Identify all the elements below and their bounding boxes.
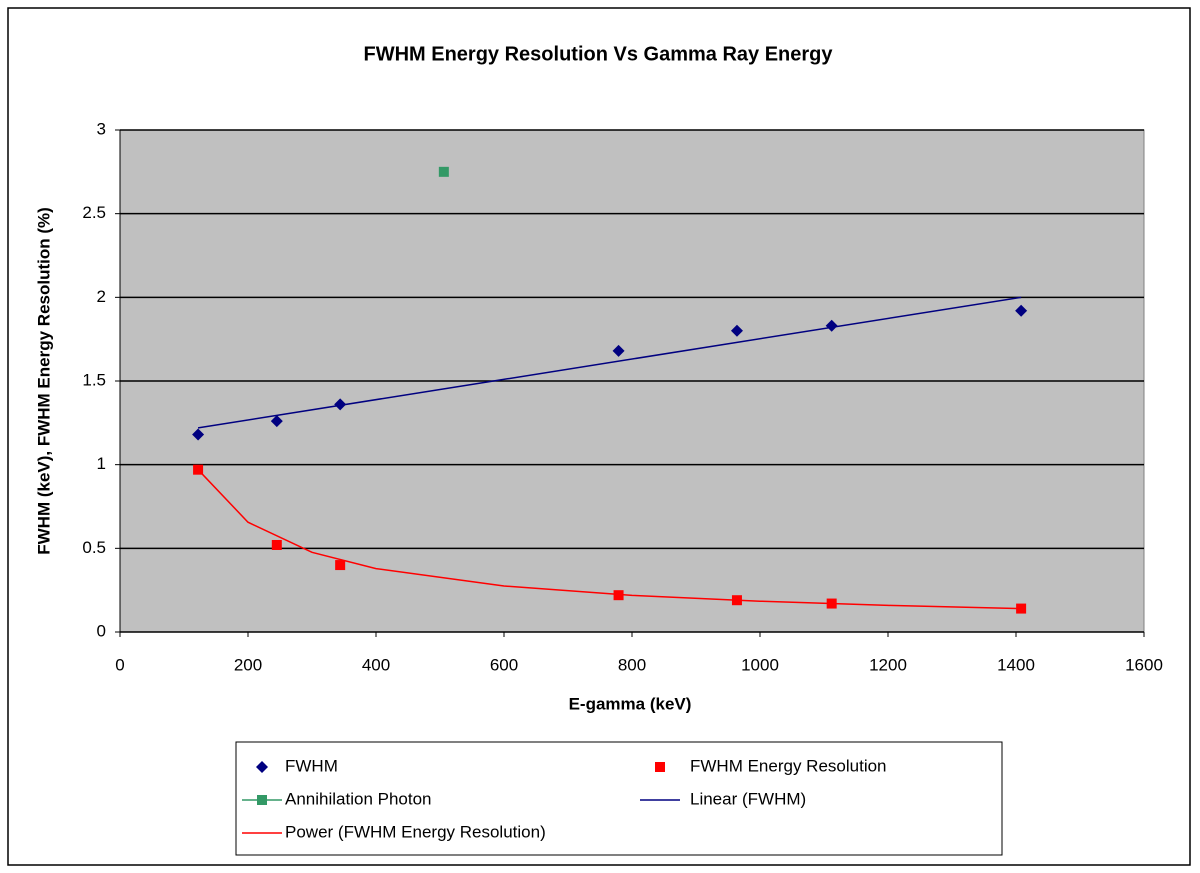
x-axis-label: E-gamma (keV) xyxy=(569,694,692,713)
legend-label: FWHM xyxy=(285,756,338,775)
legend-marker xyxy=(257,795,267,805)
legend-label: Annihilation Photon xyxy=(285,789,432,808)
data-point xyxy=(825,319,838,332)
x-tick-label: 1000 xyxy=(741,655,779,674)
data-point xyxy=(1015,304,1028,317)
y-axis-label: FWHM (keV), FWHM Energy Resolution (%) xyxy=(34,207,53,555)
data-point xyxy=(613,590,624,601)
x-tick-label: 1600 xyxy=(1125,655,1163,674)
x-tick-label: 400 xyxy=(362,655,390,674)
data-point xyxy=(270,415,283,428)
x-tick-label: 800 xyxy=(618,655,646,674)
y-tick-label: 0 xyxy=(97,621,106,640)
x-tick-label: 0 xyxy=(115,655,124,674)
data-point xyxy=(271,539,282,550)
x-tick-label: 1400 xyxy=(997,655,1035,674)
legend-marker xyxy=(655,762,665,772)
data-point xyxy=(730,324,743,337)
legend-label: FWHM Energy Resolution xyxy=(690,756,887,775)
legend-marker xyxy=(256,761,268,773)
x-tick-label: 1200 xyxy=(869,655,907,674)
legend xyxy=(235,741,1003,856)
x-tick-label: 200 xyxy=(234,655,262,674)
y-tick-label: 1.5 xyxy=(82,370,106,389)
x-tick-label: 600 xyxy=(490,655,518,674)
legend-label: Linear (FWHM) xyxy=(690,789,806,808)
data-point xyxy=(612,344,625,357)
chart-title: FWHM Energy Resolution Vs Gamma Ray Ener… xyxy=(364,43,834,65)
y-tick-label: 3 xyxy=(97,119,106,138)
legend-label: Power (FWHM Energy Resolution) xyxy=(285,822,546,841)
trend-line xyxy=(197,469,1022,610)
trend-line xyxy=(197,296,1022,429)
data-point xyxy=(438,166,449,177)
y-tick-label: 2.5 xyxy=(82,203,106,222)
data-point xyxy=(192,428,205,441)
data-point xyxy=(334,398,347,411)
y-tick-label: 2 xyxy=(97,287,106,306)
data-point xyxy=(335,560,346,571)
y-tick-label: 1 xyxy=(97,454,106,473)
y-tick-label: 0.5 xyxy=(82,538,106,557)
